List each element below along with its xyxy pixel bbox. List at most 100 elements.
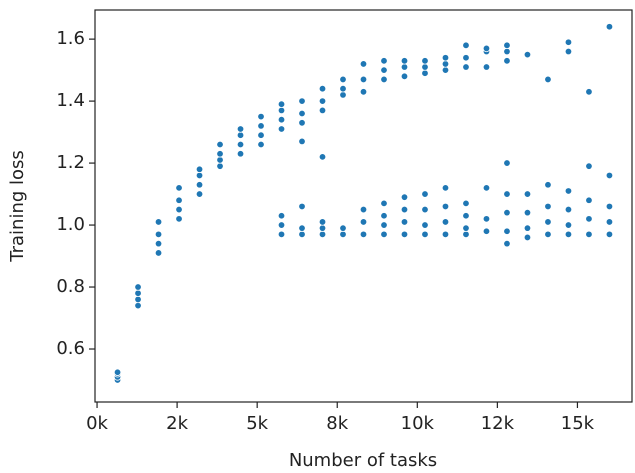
point [482,215,491,223]
point [216,156,224,164]
point [605,171,614,180]
point [298,224,306,232]
point [503,239,511,248]
x-tick-label: 5k [246,413,268,434]
point [462,224,470,232]
point [359,218,368,226]
point [421,57,429,65]
point [277,212,286,220]
point [482,44,491,53]
point [277,106,286,115]
point [523,50,532,59]
point [421,230,429,239]
point [585,230,593,239]
point [400,218,409,226]
point [503,47,511,56]
point [154,218,163,226]
point [175,184,183,192]
point [277,100,286,108]
point [400,230,409,239]
y-tick-label: 0.6 [56,338,85,359]
point [339,230,347,239]
point [441,66,450,74]
point [544,75,552,84]
point [277,221,286,229]
point [421,69,429,77]
point [523,224,532,232]
point [236,150,245,158]
point [257,140,265,149]
point [318,224,327,232]
point [236,131,245,139]
point [154,249,163,257]
point [441,202,450,211]
point [400,57,409,65]
point [605,202,614,211]
point [359,60,368,68]
point [585,88,593,96]
point [544,181,552,189]
point [175,205,183,214]
y-axis-label: Training loss [7,150,28,263]
point [318,230,327,239]
point [277,230,286,239]
point [257,131,265,139]
point [318,153,327,161]
point [462,54,470,62]
point [421,190,429,198]
x-tick-label: 2k [166,413,188,434]
point [605,230,614,239]
x-tick-label: 8k [326,413,348,434]
point [503,57,511,65]
point [380,75,388,84]
point [564,230,573,239]
point [359,75,368,84]
point [380,212,388,220]
point [359,230,368,239]
x-tick-label: 12k [481,413,515,434]
x-tick-label: 0k [86,413,108,434]
point [154,230,163,239]
point [482,227,491,235]
point [339,224,347,232]
point [339,75,347,84]
point [380,199,388,208]
point [544,202,552,211]
point [482,63,491,71]
point [380,66,388,74]
point [462,41,470,50]
point [523,190,532,198]
point [421,221,429,229]
point [421,205,429,214]
point [400,205,409,214]
y-tick-label: 1.6 [56,28,85,49]
y-tick-label: 1.2 [56,152,85,173]
point [236,140,245,149]
point [564,221,573,229]
point [298,97,306,105]
point [318,85,327,93]
point [564,205,573,214]
point [298,137,306,146]
point [503,227,511,235]
point [564,187,573,195]
point [298,119,306,127]
point [195,190,204,198]
point [441,230,450,239]
point [585,162,593,170]
point [257,112,265,121]
point [421,63,429,71]
point [216,140,224,149]
point [339,85,347,93]
point [277,125,286,133]
point [134,295,142,304]
point [318,218,327,226]
point [195,181,204,189]
point [564,38,573,46]
point [216,162,224,170]
point [462,230,470,239]
point [298,230,306,239]
point [441,184,450,192]
point [564,47,573,56]
